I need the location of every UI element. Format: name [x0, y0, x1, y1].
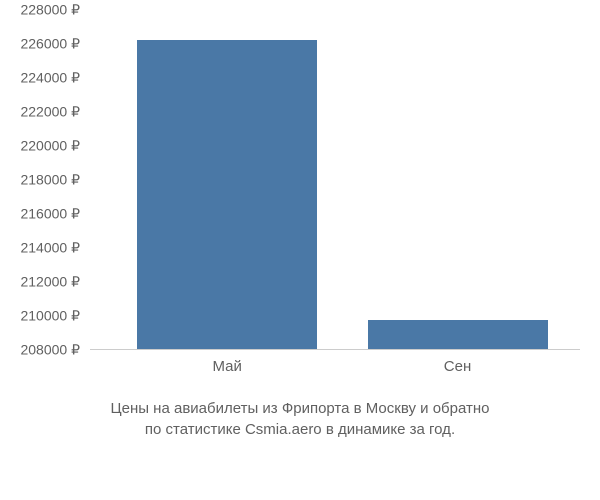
y-tick: 218000 ₽	[20, 172, 80, 189]
y-tick: 228000 ₽	[20, 2, 80, 19]
x-tick: Май	[212, 358, 241, 375]
chart-container: 208000 ₽ 210000 ₽ 212000 ₽ 214000 ₽ 216000 ₽…	[0, 0, 600, 500]
bar	[137, 40, 317, 349]
x-tick: Сен	[444, 358, 471, 375]
bar	[368, 320, 548, 349]
plot-area	[90, 10, 580, 350]
y-tick: 224000 ₽	[20, 70, 80, 87]
y-axis: 208000 ₽210000 ₽212000 ₽214000 ₽216000 ₽…	[0, 10, 90, 350]
y-tick: 210000 ₽	[20, 308, 80, 325]
y-tick: 220000 ₽	[20, 138, 80, 155]
caption-line1: Цены на авиабилеты из Фрипорта в Москву …	[111, 400, 490, 417]
y-tick: 214000 ₽	[20, 240, 80, 257]
y-tick: 222000 ₽	[20, 104, 80, 121]
chart-caption: Цены на авиабилеты из Фрипорта в Москву …	[0, 398, 600, 440]
y-tick: 212000 ₽	[20, 274, 80, 291]
caption-line2: по статистике Csmia.aero в динамике за г…	[145, 421, 455, 438]
y-tick: 226000 ₽	[20, 36, 80, 53]
y-tick: 216000 ₽	[20, 206, 80, 223]
x-axis: Май Сен	[90, 358, 580, 388]
y-tick: 208000 ₽	[20, 342, 80, 359]
